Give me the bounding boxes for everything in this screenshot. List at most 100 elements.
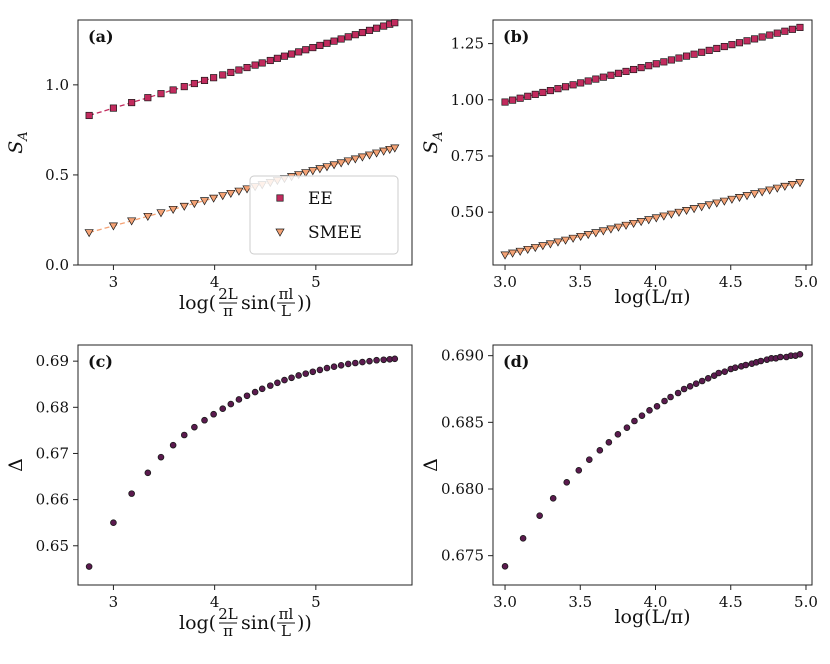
ee-point [660,58,668,66]
ee-point [309,44,317,52]
x-tick-label: 3 [109,273,119,291]
x-axis-label-part: log( [179,292,216,314]
smee-point [308,167,318,176]
fraction-den: π [223,622,233,640]
legend-marker [276,194,284,202]
y-axis-label: SA [5,131,31,153]
ee-point [788,25,796,33]
smee-point [343,157,353,166]
smee-point [218,192,228,201]
smee-point [199,197,210,206]
fit-line [504,181,801,256]
smee-point [560,236,571,245]
smee-point [772,184,782,193]
delta-point [646,407,653,414]
delta-point [201,416,208,424]
delta-point [563,479,571,486]
delta-point [686,383,694,390]
delta-point [274,379,281,387]
y-tick-label: 1.00 [451,91,484,109]
fraction-den: L [281,622,291,640]
delta-point [698,377,706,385]
delta-point [169,441,177,449]
ee-point [288,50,296,58]
fraction-den: L [281,302,291,320]
ee-point [796,23,804,31]
ee-point [637,64,645,72]
smee-point [322,163,332,172]
ee-point [251,61,259,69]
y-tick-label: 1.0 [45,76,69,94]
ee-point [85,111,93,120]
y-tick-label: 0.67 [36,444,69,462]
panel-a: 3 4 5 0.0 0.5 1.0 (a) SA log(2Lπ sin(πlL)) EE SMEE [5,19,413,320]
y-tick-label: 0.680 [441,480,484,498]
smee-point [329,161,339,170]
ee-point [219,71,227,79]
y-tick-label: 0.69 [36,352,69,370]
delta-point [667,393,674,401]
smee-point [734,194,745,203]
delta-point [227,400,235,408]
x-tick-label: 5.0 [794,593,818,611]
smee-point [127,217,137,226]
x-tick-label: 4.0 [644,273,668,291]
smee-point [591,229,601,238]
smee-point [84,229,94,238]
x-tick-label: 4 [210,593,220,611]
ee-point [531,90,539,98]
delta-point [661,397,668,405]
plot-frame [77,19,413,266]
fraction-num: 2L [218,285,238,303]
ee-point [713,44,721,53]
smee-point [189,200,199,209]
smee-point [294,171,304,180]
delta-point [586,456,593,463]
smee-point [749,190,760,199]
delta-point [605,439,613,446]
delta-point [85,563,93,570]
ee-point [766,31,774,39]
smee-point [364,151,375,160]
ee-point [592,75,600,83]
delta-point [653,403,661,410]
delta-point [243,392,251,400]
smee-point [606,225,616,234]
ee-point [652,60,660,68]
smee-point [357,153,368,162]
delta-point [258,385,266,393]
delta-point [251,388,259,396]
fraction-num: πl [279,605,294,623]
smee-point [583,231,593,240]
delta-point [281,376,288,384]
smee-point [666,210,677,219]
x-axis-label: log(2Lπ sin(πlL)) [179,605,312,640]
x-axis-label: log(L/π) [614,286,690,308]
legend-marker [275,228,285,237]
ee-point [743,37,751,45]
delta-point [337,362,345,369]
delta-point [796,351,804,358]
smee-point [242,185,252,194]
smee-point [336,159,346,168]
fit-line [504,26,801,103]
x-tick-label: 3.5 [568,593,592,611]
smee-point [515,247,525,256]
smee-point [765,186,775,195]
plot-frame [492,19,813,266]
delta-point [128,490,135,497]
fraction-num: 2L [218,605,238,623]
legend-box [249,175,399,255]
ee-point [690,50,698,58]
delta-point [210,410,217,418]
ee-point [169,86,177,94]
delta-point [316,366,324,374]
ee-point [302,46,310,54]
smee-point [659,212,669,221]
delta-point [380,356,387,364]
ee-point [705,46,713,54]
smee-point [350,155,360,164]
smee-point [301,169,311,178]
ee-point [524,92,532,100]
ee-point [781,27,789,35]
